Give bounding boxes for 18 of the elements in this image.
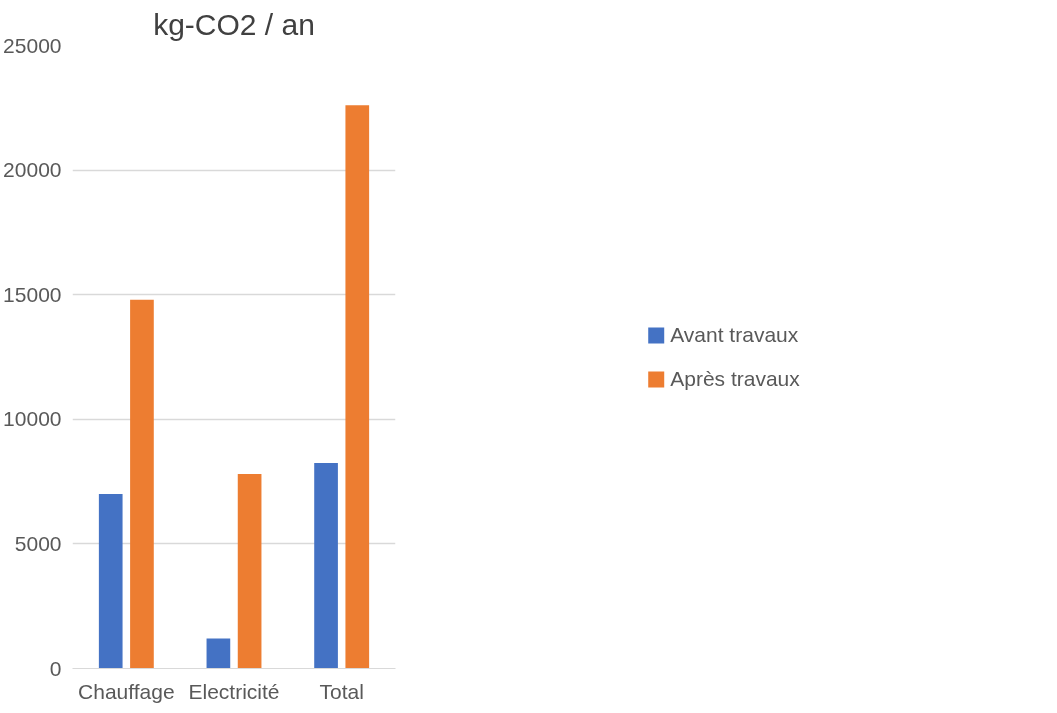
- y-tick-label: 5000: [14, 531, 62, 555]
- legend-label: Après travaux: [670, 366, 800, 391]
- bar: [130, 299, 154, 669]
- x-tick-label: Total: [319, 679, 364, 703]
- bar: [237, 474, 262, 669]
- x-tick-label: Electricité: [188, 679, 280, 703]
- bar: [98, 494, 123, 669]
- y-tick-label: 0: [49, 656, 62, 680]
- chart-title: kg-CO2 / an: [153, 7, 315, 41]
- y-tick-label: 25000: [3, 33, 62, 57]
- y-tick-label: 10000: [3, 407, 62, 431]
- y-tick-label: 20000: [3, 158, 62, 182]
- legend-label: Avant travaux: [670, 322, 799, 347]
- bar: [345, 105, 370, 669]
- bar: [314, 462, 338, 669]
- bar: [206, 638, 231, 669]
- y-tick-label: 15000: [3, 282, 62, 306]
- x-tick-label: Chauffage: [78, 679, 175, 703]
